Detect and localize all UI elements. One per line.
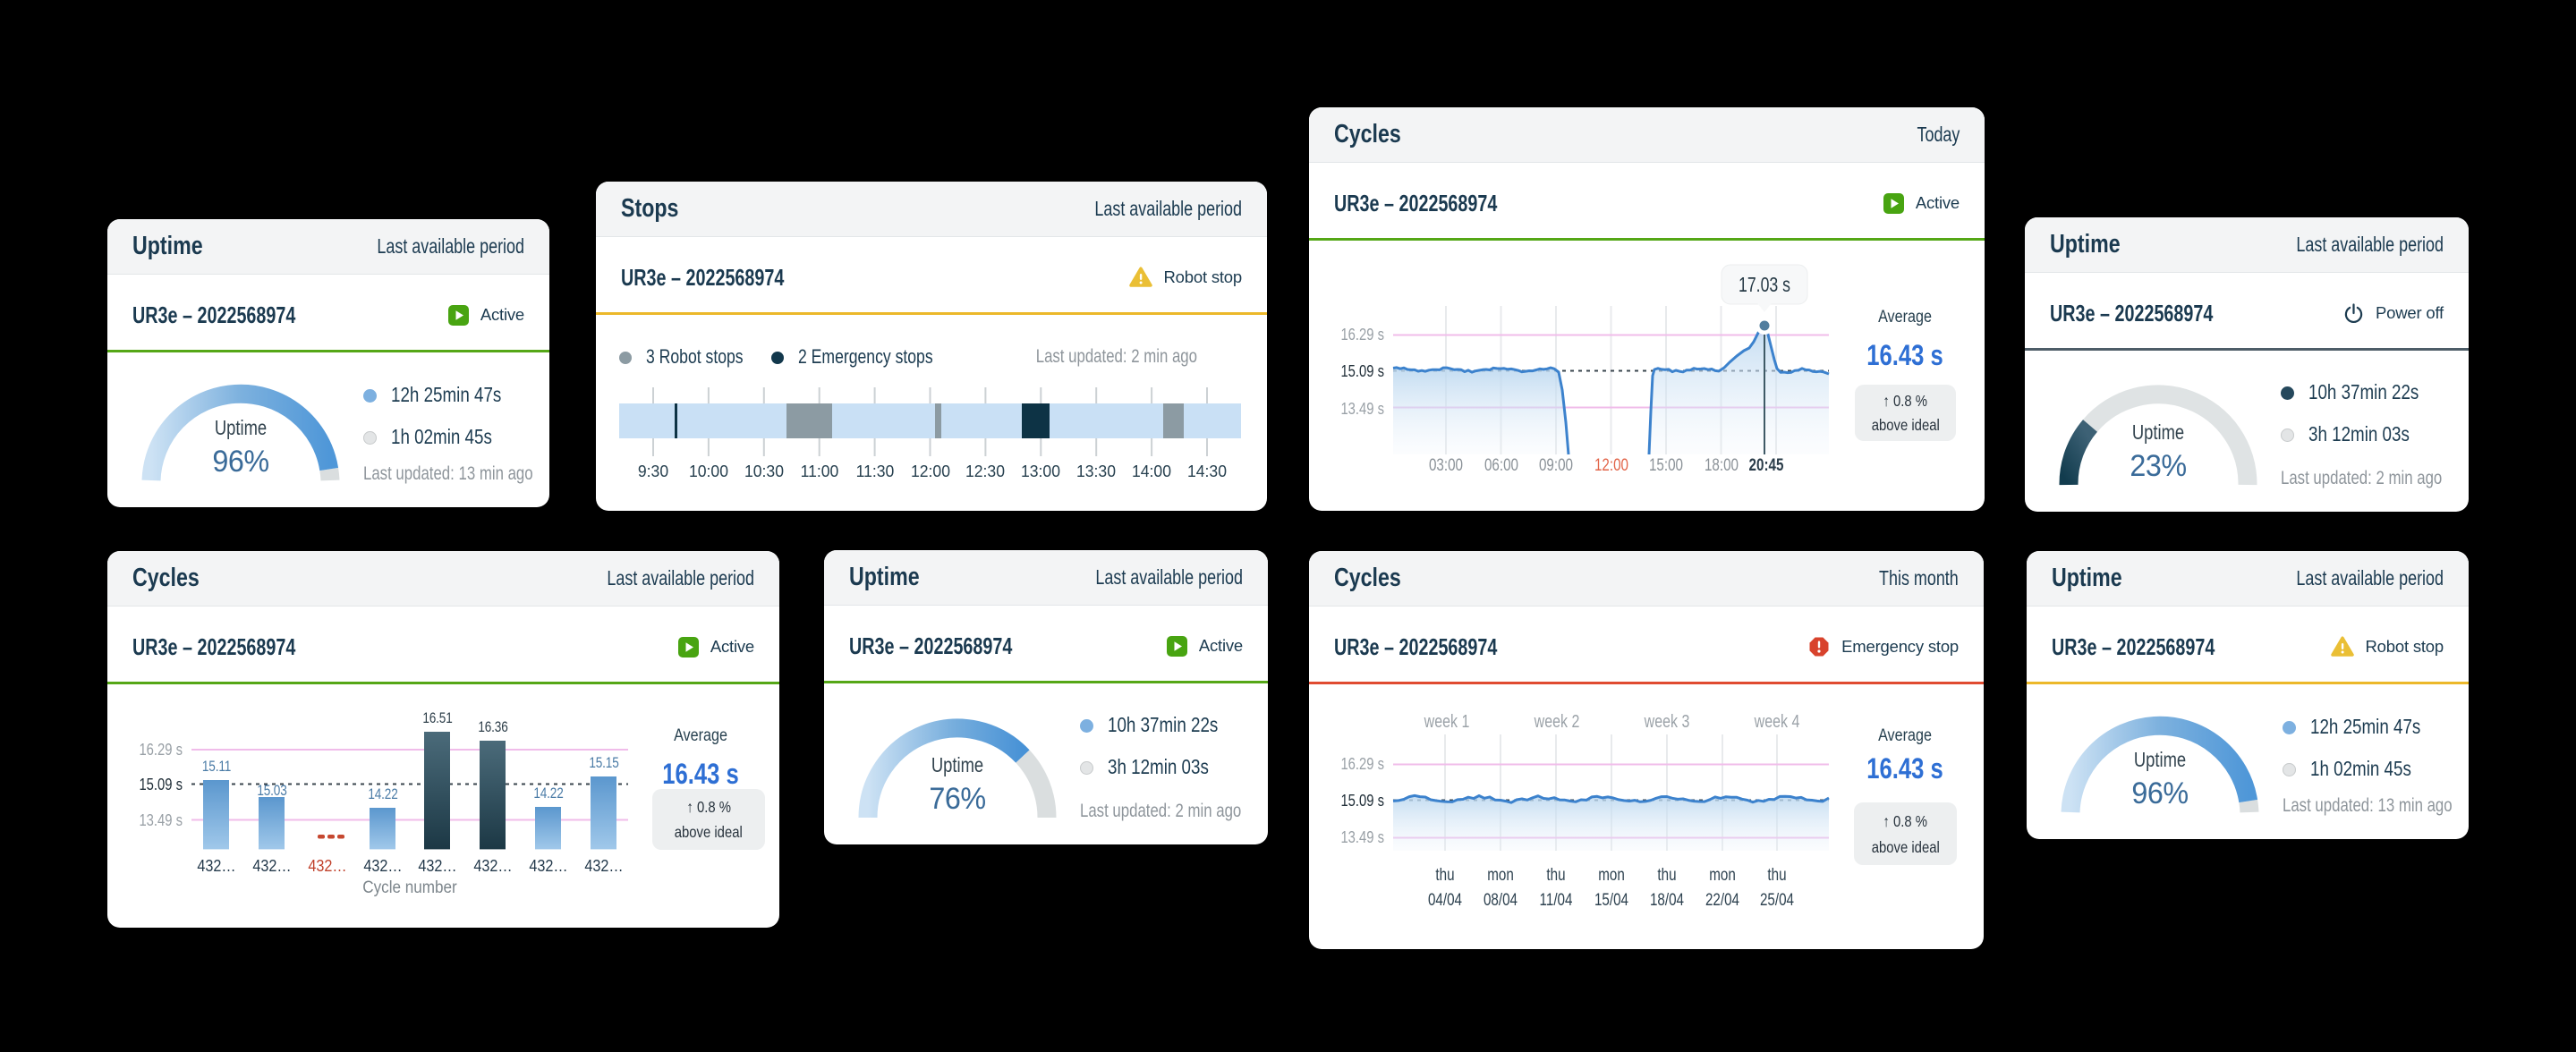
svg-text:17.03 s: 17.03 s [1739, 273, 1790, 296]
